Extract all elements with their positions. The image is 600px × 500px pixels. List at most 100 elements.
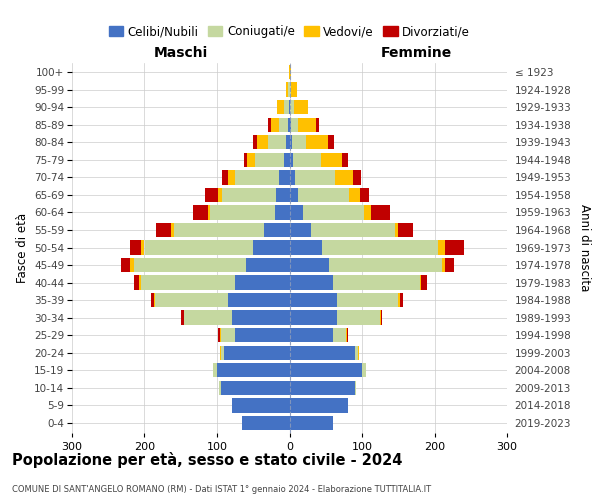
Y-axis label: Anni di nascita: Anni di nascita [578,204,591,291]
Bar [235,170,278,184]
Bar [232,398,290,412]
Y-axis label: Fasce di età: Fasce di età [16,212,29,282]
Bar [355,346,358,360]
Text: Popolazione per età, sesso e stato civile - 2024: Popolazione per età, sesso e stato civil… [12,452,403,468]
Bar [253,135,257,150]
Bar [421,276,427,290]
Bar [298,118,316,132]
Bar [294,100,308,114]
Bar [268,135,286,150]
Bar [121,258,130,272]
Bar [218,328,220,342]
Bar [364,205,371,220]
Bar [445,240,464,254]
Bar [290,223,311,237]
Bar [445,258,454,272]
Bar [337,293,398,308]
Bar [264,223,290,237]
Bar [205,188,218,202]
Bar [134,276,139,290]
Bar [349,188,360,202]
Bar [288,118,290,132]
Bar [333,328,346,342]
Bar [170,223,173,237]
Bar [228,293,290,308]
Bar [284,152,290,167]
Bar [293,152,320,167]
Bar [290,240,322,254]
Bar [288,82,290,97]
Bar [278,170,290,184]
Bar [290,135,292,150]
Bar [290,416,333,430]
Bar [371,205,389,220]
Bar [286,135,290,150]
Bar [295,170,335,184]
Bar [254,152,284,167]
Bar [235,328,290,342]
Text: COMUNE DI SANT'ANGELO ROMANO (RM) - Dati ISTAT 1° gennaio 2024 - Elaborazione TU: COMUNE DI SANT'ANGELO ROMANO (RM) - Dati… [12,485,431,494]
Bar [347,328,348,342]
Bar [275,205,290,220]
Bar [220,328,221,342]
Bar [145,240,253,254]
Bar [290,380,355,395]
Bar [221,380,290,395]
Bar [442,258,445,272]
Bar [291,118,298,132]
Bar [290,152,293,167]
Bar [130,258,134,272]
Bar [257,135,268,150]
Bar [290,188,298,202]
Bar [316,118,319,132]
Bar [277,188,290,202]
Bar [156,223,170,237]
Bar [208,205,210,220]
Bar [290,170,295,184]
Bar [360,188,368,202]
Bar [247,152,254,167]
Text: Maschi: Maschi [154,46,208,60]
Bar [333,276,420,290]
Bar [221,346,224,360]
Bar [290,276,333,290]
Bar [214,363,217,378]
Bar [328,135,334,150]
Bar [253,240,290,254]
Bar [246,258,290,272]
Bar [219,380,221,395]
Bar [210,205,275,220]
Bar [173,223,264,237]
Bar [232,310,290,325]
Bar [438,240,445,254]
Bar [290,293,337,308]
Bar [277,100,284,114]
Bar [355,380,356,395]
Bar [290,100,294,114]
Bar [380,310,381,325]
Bar [398,293,400,308]
Bar [224,346,290,360]
Bar [337,310,380,325]
Bar [292,135,306,150]
Bar [154,293,155,308]
Bar [141,240,145,254]
Bar [290,310,337,325]
Bar [217,363,290,378]
Bar [346,328,347,342]
Bar [358,346,359,360]
Bar [141,276,235,290]
Bar [220,346,221,360]
Bar [134,258,246,272]
Bar [193,205,208,220]
Bar [298,188,349,202]
Bar [271,118,280,132]
Bar [130,240,141,254]
Bar [155,293,228,308]
Bar [353,170,361,184]
Bar [343,152,348,167]
Bar [244,152,247,167]
Text: Femmine: Femmine [381,46,452,60]
Bar [335,170,353,184]
Bar [420,276,421,290]
